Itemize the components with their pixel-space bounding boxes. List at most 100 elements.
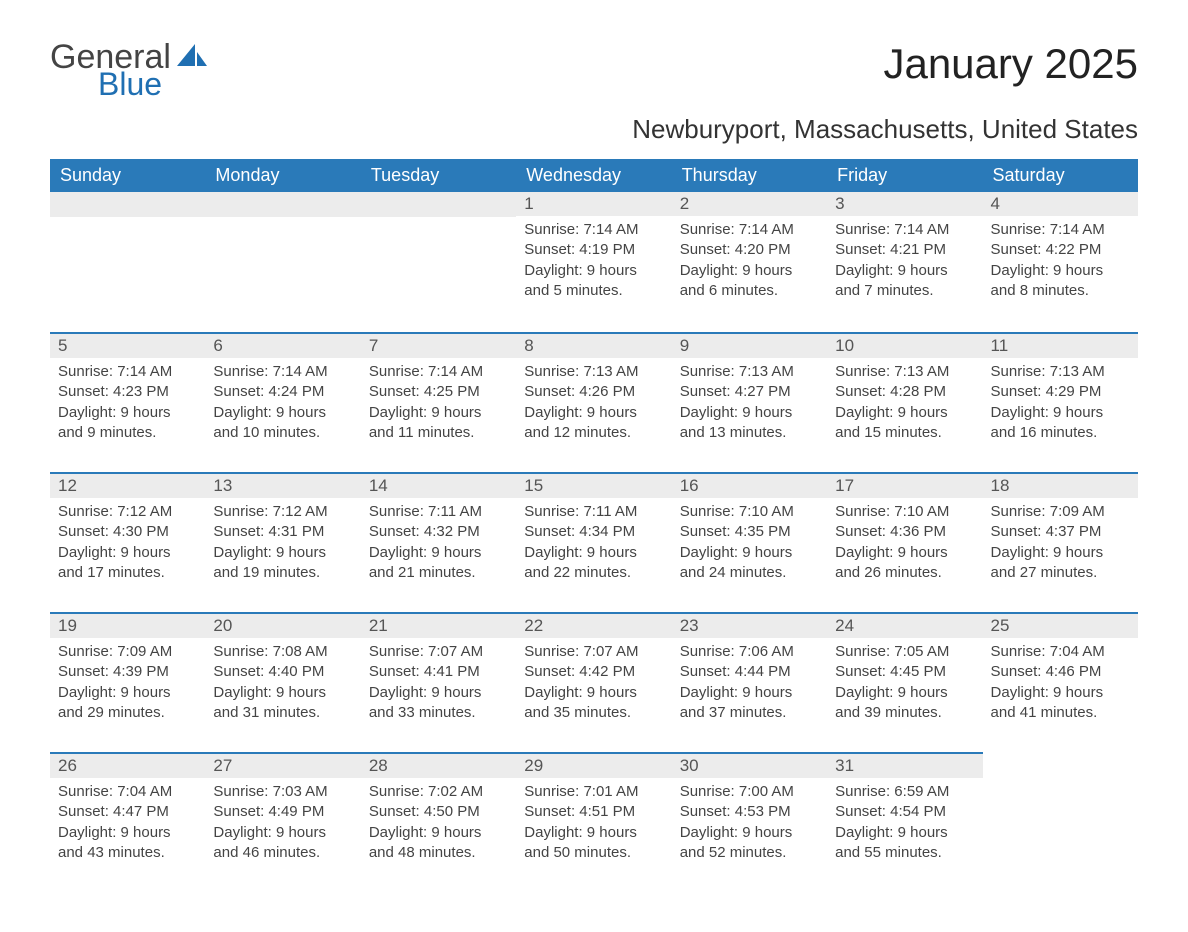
day-details: Sunrise: 7:13 AMSunset: 4:27 PMDaylight:…	[672, 358, 827, 453]
calendar-day-cell: 4Sunrise: 7:14 AMSunset: 4:22 PMDaylight…	[983, 192, 1138, 332]
day-d2: and 6 minutes.	[680, 281, 819, 301]
day-d2: and 21 minutes.	[369, 563, 508, 583]
day-ss: Sunset: 4:30 PM	[58, 522, 197, 542]
day-number: 13	[205, 472, 360, 498]
day-sr: Sunrise: 7:13 AM	[835, 362, 974, 382]
day-d1: Daylight: 9 hours	[991, 403, 1130, 423]
day-details: Sunrise: 7:03 AMSunset: 4:49 PMDaylight:…	[205, 778, 360, 873]
empty-day-bar	[50, 192, 205, 217]
day-d1: Daylight: 9 hours	[835, 823, 974, 843]
day-d1: Daylight: 9 hours	[58, 683, 197, 703]
calendar-day-cell: 13Sunrise: 7:12 AMSunset: 4:31 PMDayligh…	[205, 472, 360, 612]
day-d1: Daylight: 9 hours	[58, 403, 197, 423]
header: General Blue January 2025	[50, 40, 1138, 100]
day-details: Sunrise: 7:13 AMSunset: 4:29 PMDaylight:…	[983, 358, 1138, 453]
day-ss: Sunset: 4:54 PM	[835, 802, 974, 822]
logo-text-blue: Blue	[98, 68, 207, 100]
calendar-day-cell: 24Sunrise: 7:05 AMSunset: 4:45 PMDayligh…	[827, 612, 982, 752]
day-ss: Sunset: 4:50 PM	[369, 802, 508, 822]
day-number: 3	[827, 192, 982, 216]
weekday-header-row: SundayMondayTuesdayWednesdayThursdayFrid…	[50, 159, 1138, 192]
day-d2: and 46 minutes.	[213, 843, 352, 863]
day-details: Sunrise: 7:12 AMSunset: 4:30 PMDaylight:…	[50, 498, 205, 593]
day-details: Sunrise: 7:09 AMSunset: 4:39 PMDaylight:…	[50, 638, 205, 733]
day-number: 21	[361, 612, 516, 638]
calendar-week-row: 5Sunrise: 7:14 AMSunset: 4:23 PMDaylight…	[50, 332, 1138, 472]
day-d2: and 10 minutes.	[213, 423, 352, 443]
day-sr: Sunrise: 7:04 AM	[58, 782, 197, 802]
day-details: Sunrise: 7:11 AMSunset: 4:34 PMDaylight:…	[516, 498, 671, 593]
day-d2: and 33 minutes.	[369, 703, 508, 723]
day-sr: Sunrise: 7:10 AM	[680, 502, 819, 522]
day-sr: Sunrise: 7:09 AM	[58, 642, 197, 662]
day-ss: Sunset: 4:41 PM	[369, 662, 508, 682]
weekday-header: Sunday	[50, 159, 205, 192]
day-details: Sunrise: 7:07 AMSunset: 4:42 PMDaylight:…	[516, 638, 671, 733]
day-d1: Daylight: 9 hours	[680, 683, 819, 703]
empty-day-bar	[205, 192, 360, 217]
day-sr: Sunrise: 7:14 AM	[213, 362, 352, 382]
day-d1: Daylight: 9 hours	[991, 683, 1130, 703]
calendar-day-cell: 28Sunrise: 7:02 AMSunset: 4:50 PMDayligh…	[361, 752, 516, 892]
day-details: Sunrise: 7:08 AMSunset: 4:40 PMDaylight:…	[205, 638, 360, 733]
calendar-body: 1Sunrise: 7:14 AMSunset: 4:19 PMDaylight…	[50, 192, 1138, 892]
day-d1: Daylight: 9 hours	[369, 823, 508, 843]
day-d1: Daylight: 9 hours	[991, 261, 1130, 281]
day-ss: Sunset: 4:39 PM	[58, 662, 197, 682]
day-sr: Sunrise: 7:12 AM	[213, 502, 352, 522]
calendar-day-cell: 9Sunrise: 7:13 AMSunset: 4:27 PMDaylight…	[672, 332, 827, 472]
day-sr: Sunrise: 7:07 AM	[524, 642, 663, 662]
day-sr: Sunrise: 7:13 AM	[524, 362, 663, 382]
calendar-day-cell: 25Sunrise: 7:04 AMSunset: 4:46 PMDayligh…	[983, 612, 1138, 752]
day-number: 24	[827, 612, 982, 638]
day-ss: Sunset: 4:20 PM	[680, 240, 819, 260]
day-d2: and 48 minutes.	[369, 843, 508, 863]
calendar-week-row: 12Sunrise: 7:12 AMSunset: 4:30 PMDayligh…	[50, 472, 1138, 612]
calendar-day-cell: 22Sunrise: 7:07 AMSunset: 4:42 PMDayligh…	[516, 612, 671, 752]
day-sr: Sunrise: 7:01 AM	[524, 782, 663, 802]
day-d1: Daylight: 9 hours	[835, 683, 974, 703]
day-number: 26	[50, 752, 205, 778]
day-sr: Sunrise: 7:09 AM	[991, 502, 1130, 522]
day-d2: and 12 minutes.	[524, 423, 663, 443]
day-number: 10	[827, 332, 982, 358]
day-d1: Daylight: 9 hours	[680, 543, 819, 563]
day-d2: and 24 minutes.	[680, 563, 819, 583]
day-d2: and 22 minutes.	[524, 563, 663, 583]
day-d1: Daylight: 9 hours	[835, 403, 974, 423]
calendar-empty-cell	[983, 752, 1138, 892]
day-ss: Sunset: 4:37 PM	[991, 522, 1130, 542]
day-details: Sunrise: 7:13 AMSunset: 4:28 PMDaylight:…	[827, 358, 982, 453]
day-details: Sunrise: 6:59 AMSunset: 4:54 PMDaylight:…	[827, 778, 982, 873]
calendar-day-cell: 23Sunrise: 7:06 AMSunset: 4:44 PMDayligh…	[672, 612, 827, 752]
day-d1: Daylight: 9 hours	[524, 683, 663, 703]
day-d2: and 39 minutes.	[835, 703, 974, 723]
calendar-empty-cell	[50, 192, 205, 332]
day-ss: Sunset: 4:24 PM	[213, 382, 352, 402]
day-d2: and 29 minutes.	[58, 703, 197, 723]
day-ss: Sunset: 4:46 PM	[991, 662, 1130, 682]
day-details: Sunrise: 7:09 AMSunset: 4:37 PMDaylight:…	[983, 498, 1138, 593]
day-ss: Sunset: 4:53 PM	[680, 802, 819, 822]
day-sr: Sunrise: 7:11 AM	[524, 502, 663, 522]
day-d1: Daylight: 9 hours	[524, 261, 663, 281]
day-d2: and 8 minutes.	[991, 281, 1130, 301]
day-details: Sunrise: 7:14 AMSunset: 4:25 PMDaylight:…	[361, 358, 516, 453]
day-sr: Sunrise: 7:04 AM	[991, 642, 1130, 662]
day-ss: Sunset: 4:21 PM	[835, 240, 974, 260]
day-d1: Daylight: 9 hours	[524, 403, 663, 423]
day-ss: Sunset: 4:40 PM	[213, 662, 352, 682]
day-number: 20	[205, 612, 360, 638]
calendar-day-cell: 12Sunrise: 7:12 AMSunset: 4:30 PMDayligh…	[50, 472, 205, 612]
day-details: Sunrise: 7:14 AMSunset: 4:21 PMDaylight:…	[827, 216, 982, 311]
weekday-header: Thursday	[672, 159, 827, 192]
calendar-day-cell: 20Sunrise: 7:08 AMSunset: 4:40 PMDayligh…	[205, 612, 360, 752]
day-d1: Daylight: 9 hours	[213, 683, 352, 703]
calendar-day-cell: 14Sunrise: 7:11 AMSunset: 4:32 PMDayligh…	[361, 472, 516, 612]
day-sr: Sunrise: 7:14 AM	[991, 220, 1130, 240]
day-number: 15	[516, 472, 671, 498]
calendar-day-cell: 19Sunrise: 7:09 AMSunset: 4:39 PMDayligh…	[50, 612, 205, 752]
day-ss: Sunset: 4:28 PM	[835, 382, 974, 402]
day-d2: and 15 minutes.	[835, 423, 974, 443]
day-ss: Sunset: 4:31 PM	[213, 522, 352, 542]
